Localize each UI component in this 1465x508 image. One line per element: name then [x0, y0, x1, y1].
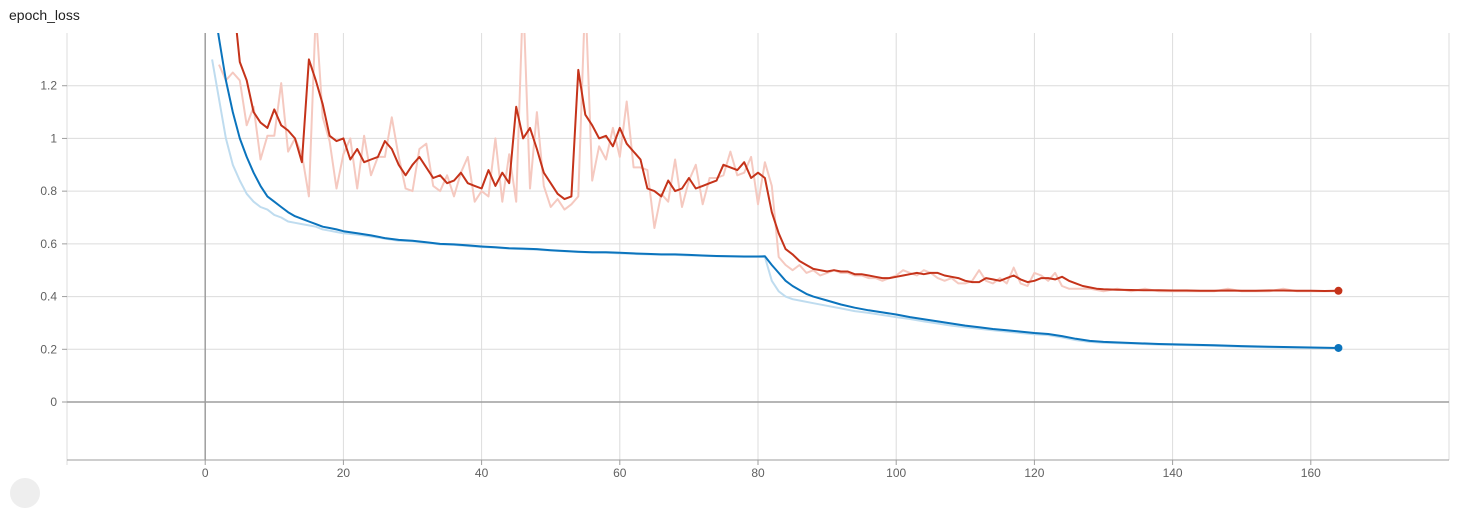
raw-series-layer [211, 33, 1339, 350]
x-tick-label: 100 [886, 466, 906, 480]
raw-series-line-1 [211, 59, 1339, 350]
y-tick-label: 0.6 [40, 237, 57, 251]
tick-label-layer: 0 20 40 60 80 100 120 140 160 0 0.2 0.4 0.6 0.8 1 1.2 [40, 79, 1321, 480]
y-tick-label: 0 [50, 395, 57, 409]
y-tick-label: 0.8 [40, 184, 57, 198]
y-tick-label: 1 [50, 131, 57, 145]
grid-layer [66, 33, 1450, 465]
raw-series-line-0 [218, 33, 1339, 293]
series-end-point-0[interactable] [1334, 286, 1343, 295]
x-tick-label: 120 [1024, 466, 1044, 480]
smoothed-series-line-1[interactable] [212, 0, 1339, 349]
x-tick-label: 0 [202, 466, 209, 480]
smoothed-series-layer [212, 0, 1343, 352]
y-tick-label: 0.2 [40, 342, 57, 356]
x-tick-label: 20 [337, 466, 351, 480]
x-tick-label: 40 [475, 466, 489, 480]
fit-domain-button[interactable] [10, 478, 40, 508]
x-tick-label: 160 [1301, 466, 1321, 480]
x-tick-label: 140 [1163, 466, 1183, 480]
y-tick-label: 0.4 [40, 290, 57, 304]
x-tick-label: 80 [751, 466, 765, 480]
x-tick-label: 60 [613, 466, 627, 480]
y-tick-label: 1.2 [40, 79, 57, 93]
series-end-point-1[interactable] [1334, 343, 1343, 352]
axis-layer [62, 33, 1449, 465]
smoothed-series-line-0[interactable] [226, 0, 1339, 292]
chart-plot: 0 20 40 60 80 100 120 140 160 0 0.2 0.4 0.6 0.8 1 1.2 [40, 0, 1450, 480]
chart-title: epoch_loss [9, 7, 80, 23]
